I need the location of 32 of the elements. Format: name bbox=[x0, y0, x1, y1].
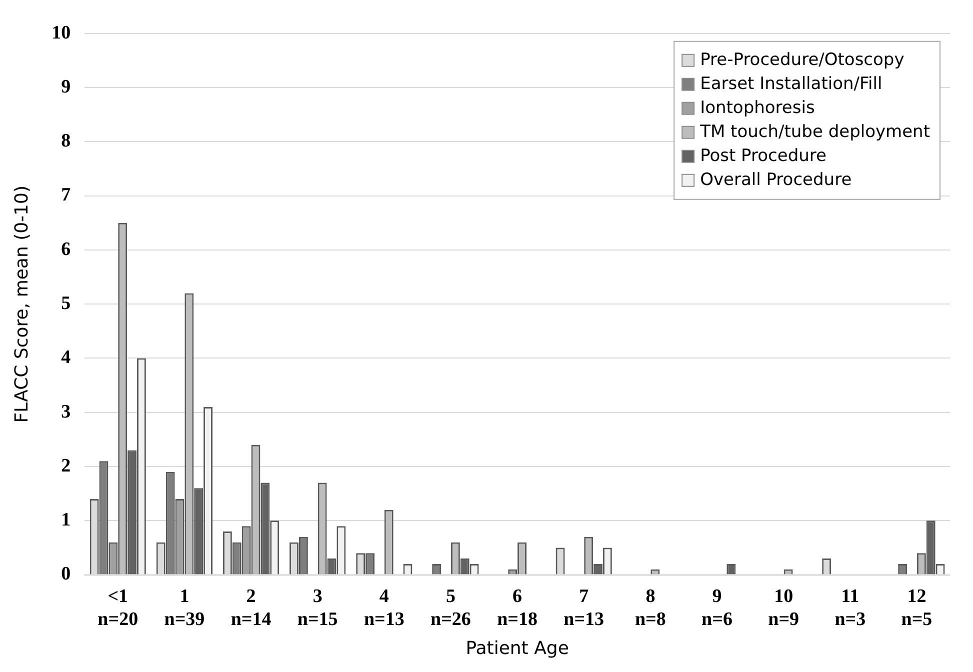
y-tick-label: 3 bbox=[61, 401, 71, 422]
legend-label: Overall Procedure bbox=[700, 170, 852, 190]
x-tick-label: 3 n=15 bbox=[297, 586, 338, 630]
x-tick-label: 9 n=6 bbox=[702, 586, 732, 630]
y-tick-label: 10 bbox=[52, 22, 71, 44]
legend-label: Iontophoresis bbox=[700, 98, 815, 118]
x-tick-label: 7 n=13 bbox=[564, 586, 604, 630]
y-tick-label: 6 bbox=[61, 238, 71, 260]
y-tick-label: 4 bbox=[61, 347, 72, 368]
x-axis-title: Patient Age bbox=[466, 638, 569, 659]
y-tick-label: 7 bbox=[61, 184, 72, 206]
x-tick-label: 6 n=18 bbox=[497, 586, 538, 630]
x-tick-label: 1 n=39 bbox=[164, 586, 205, 630]
x-tick-label: 2 n=14 bbox=[230, 586, 272, 630]
y-tick-label: 5 bbox=[61, 293, 71, 314]
y-tick-label: 2 bbox=[61, 455, 71, 476]
y-tick-label: 9 bbox=[61, 76, 71, 98]
legend-label: Pre-Procedure/Otoscopy bbox=[700, 50, 904, 70]
x-tick-label: 5 n=26 bbox=[430, 586, 471, 630]
x-tick-label: 4 n=13 bbox=[364, 586, 404, 630]
y-axis-title: FLACC Score, mean (0-10) bbox=[11, 186, 32, 423]
y-tick-label: 8 bbox=[61, 130, 71, 152]
x-tick-label: <1 n=20 bbox=[98, 586, 138, 630]
x-tick-label: 10 n=9 bbox=[768, 586, 800, 630]
legend-label: TM touch/tube deployment bbox=[699, 122, 930, 142]
x-tick-label: 8 n=8 bbox=[634, 586, 666, 630]
y-tick-label: 0 bbox=[61, 564, 71, 585]
x-tick-label: 12 n=5 bbox=[901, 586, 932, 630]
legend-label: Earset Installation/Fill bbox=[700, 74, 882, 94]
x-tick-label: 11 n=3 bbox=[834, 586, 866, 630]
y-tick-label: 1 bbox=[61, 510, 71, 531]
legend-label: Post Procedure bbox=[700, 146, 826, 166]
